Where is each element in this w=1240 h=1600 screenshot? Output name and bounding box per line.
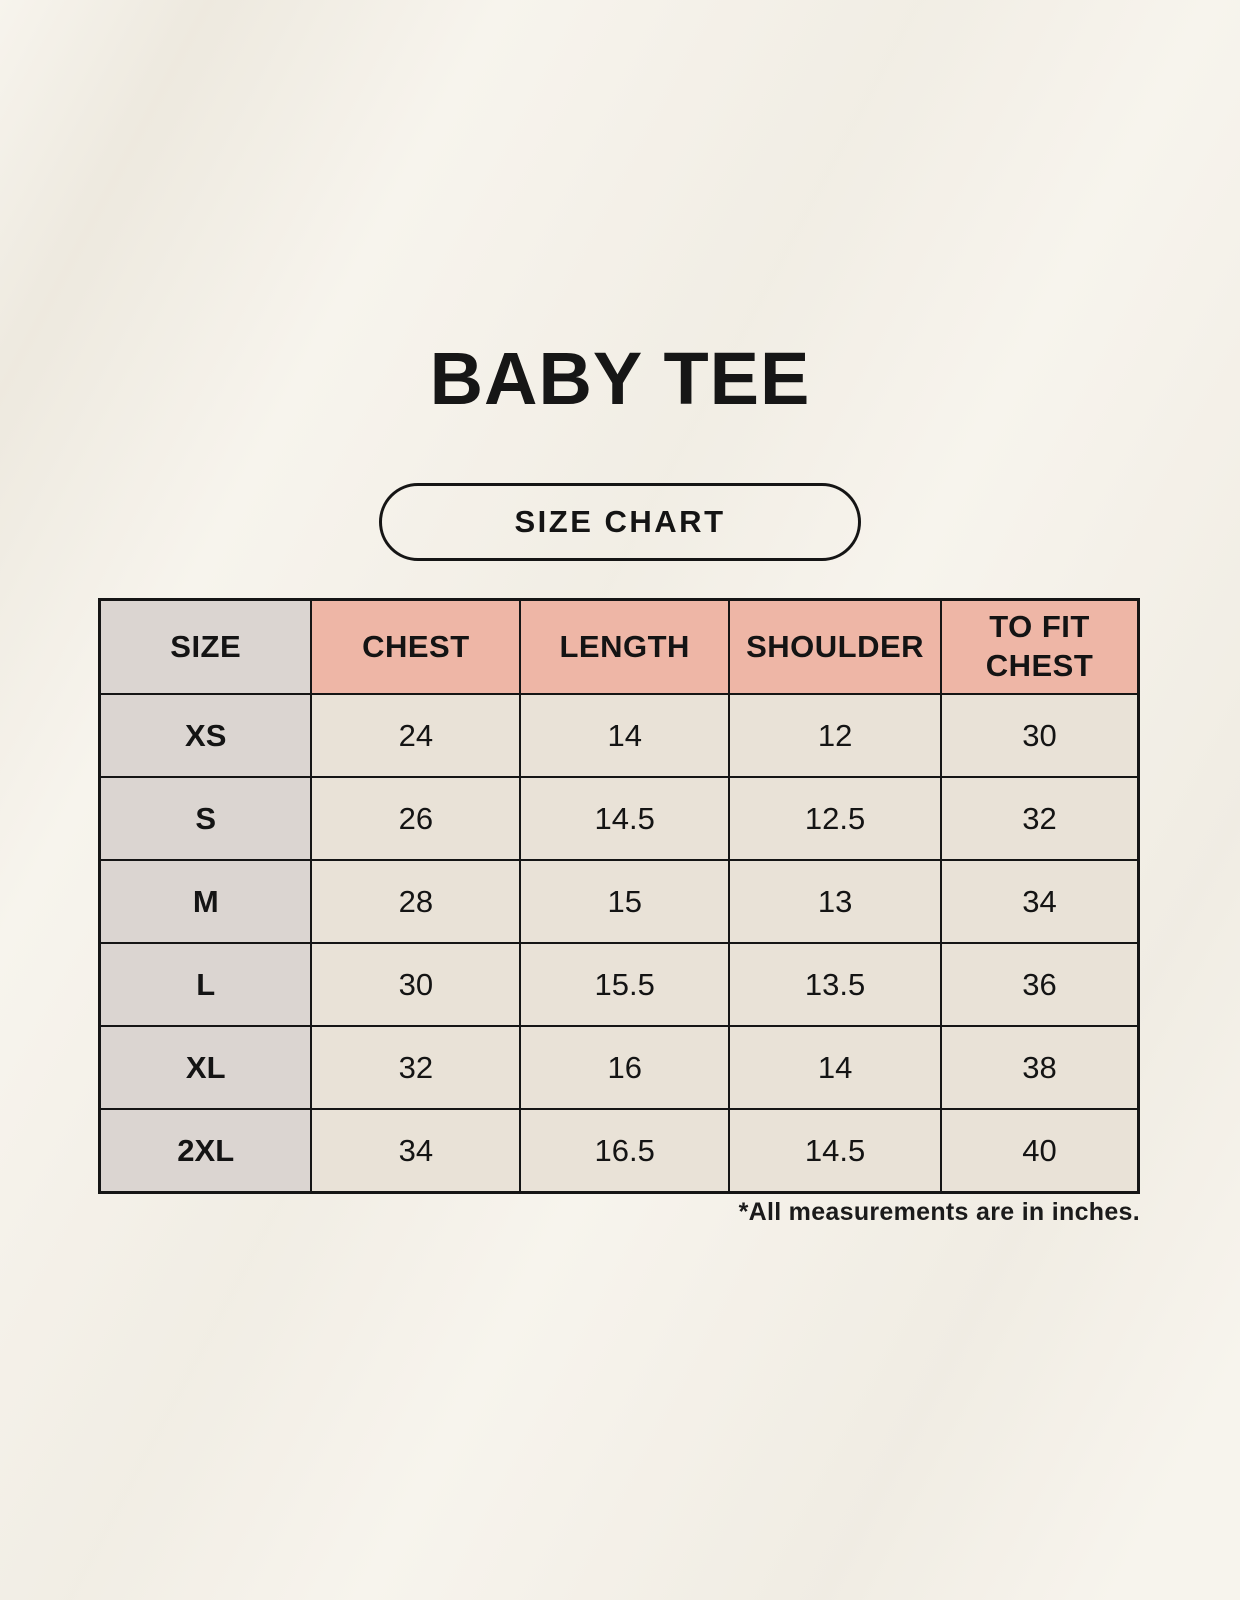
data-cell: 12.5 xyxy=(728,776,943,861)
data-cell: 15 xyxy=(519,859,731,944)
header-cell-to-fit-chest: TO FIT CHEST xyxy=(940,598,1140,695)
data-cell: 14.5 xyxy=(519,776,731,861)
data-cell: 13 xyxy=(728,859,943,944)
size-chart-badge: SIZE CHART xyxy=(379,483,861,561)
data-cell: 28 xyxy=(310,859,522,944)
data-cell: 26 xyxy=(310,776,522,861)
row-label-cell: S xyxy=(98,776,313,861)
data-cell: 14.5 xyxy=(728,1108,943,1194)
data-cell: 24 xyxy=(310,693,522,778)
data-cell: 30 xyxy=(940,693,1140,778)
row-label-cell: M xyxy=(98,859,313,944)
size-table-container: SIZE CHEST LENGTH SHOULDER TO FIT CHEST XS 24… xyxy=(98,598,1140,1194)
data-cell: 12 xyxy=(728,693,943,778)
row-label-cell: 2XL xyxy=(98,1108,313,1194)
data-cell: 34 xyxy=(940,859,1140,944)
header-cell-length: LENGTH xyxy=(519,598,731,695)
row-label-cell: L xyxy=(98,942,313,1027)
size-table: SIZE CHEST LENGTH SHOULDER TO FIT CHEST XS 24… xyxy=(98,598,1140,1194)
data-cell: 14 xyxy=(519,693,731,778)
data-cell: 16.5 xyxy=(519,1108,731,1194)
data-cell: 16 xyxy=(519,1025,731,1110)
table-row-2xl: 2XL 34 16.5 14.5 40 xyxy=(98,1108,1140,1194)
header-cell-size: SIZE xyxy=(98,598,313,695)
table-row-m: M 28 15 13 34 xyxy=(98,859,1140,944)
table-row-s: S 26 14.5 12.5 32 xyxy=(98,776,1140,861)
data-cell: 40 xyxy=(940,1108,1140,1194)
data-cell: 15.5 xyxy=(519,942,731,1027)
row-label-cell: XL xyxy=(98,1025,313,1110)
table-row-l: L 30 15.5 13.5 36 xyxy=(98,942,1140,1027)
data-cell: 14 xyxy=(728,1025,943,1110)
header-row: SIZE CHEST LENGTH SHOULDER TO FIT CHEST xyxy=(98,598,1140,695)
header-cell-chest: CHEST xyxy=(310,598,522,695)
row-label-cell: XS xyxy=(98,693,313,778)
size-chart-badge-label: SIZE CHART xyxy=(514,504,726,539)
data-cell: 30 xyxy=(310,942,522,1027)
data-cell: 36 xyxy=(940,942,1140,1027)
size-table-body: XS 24 14 12 30 S 26 14.5 12.5 32 M 28 15 13 34 L 30 15.5 1… xyxy=(98,693,1140,1194)
data-cell: 38 xyxy=(940,1025,1140,1110)
measurements-footnote: *All measurements are in inches. xyxy=(738,1198,1140,1226)
data-cell: 32 xyxy=(310,1025,522,1110)
product-title: BABY TEE xyxy=(429,337,811,420)
data-cell: 32 xyxy=(940,776,1140,861)
header-cell-shoulder: SHOULDER xyxy=(728,598,943,695)
data-cell: 34 xyxy=(310,1108,522,1194)
data-cell: 13.5 xyxy=(728,942,943,1027)
table-row-xs: XS 24 14 12 30 xyxy=(98,693,1140,778)
size-table-header: SIZE CHEST LENGTH SHOULDER TO FIT CHEST xyxy=(98,598,1140,695)
table-row-xl: XL 32 16 14 38 xyxy=(98,1025,1140,1110)
